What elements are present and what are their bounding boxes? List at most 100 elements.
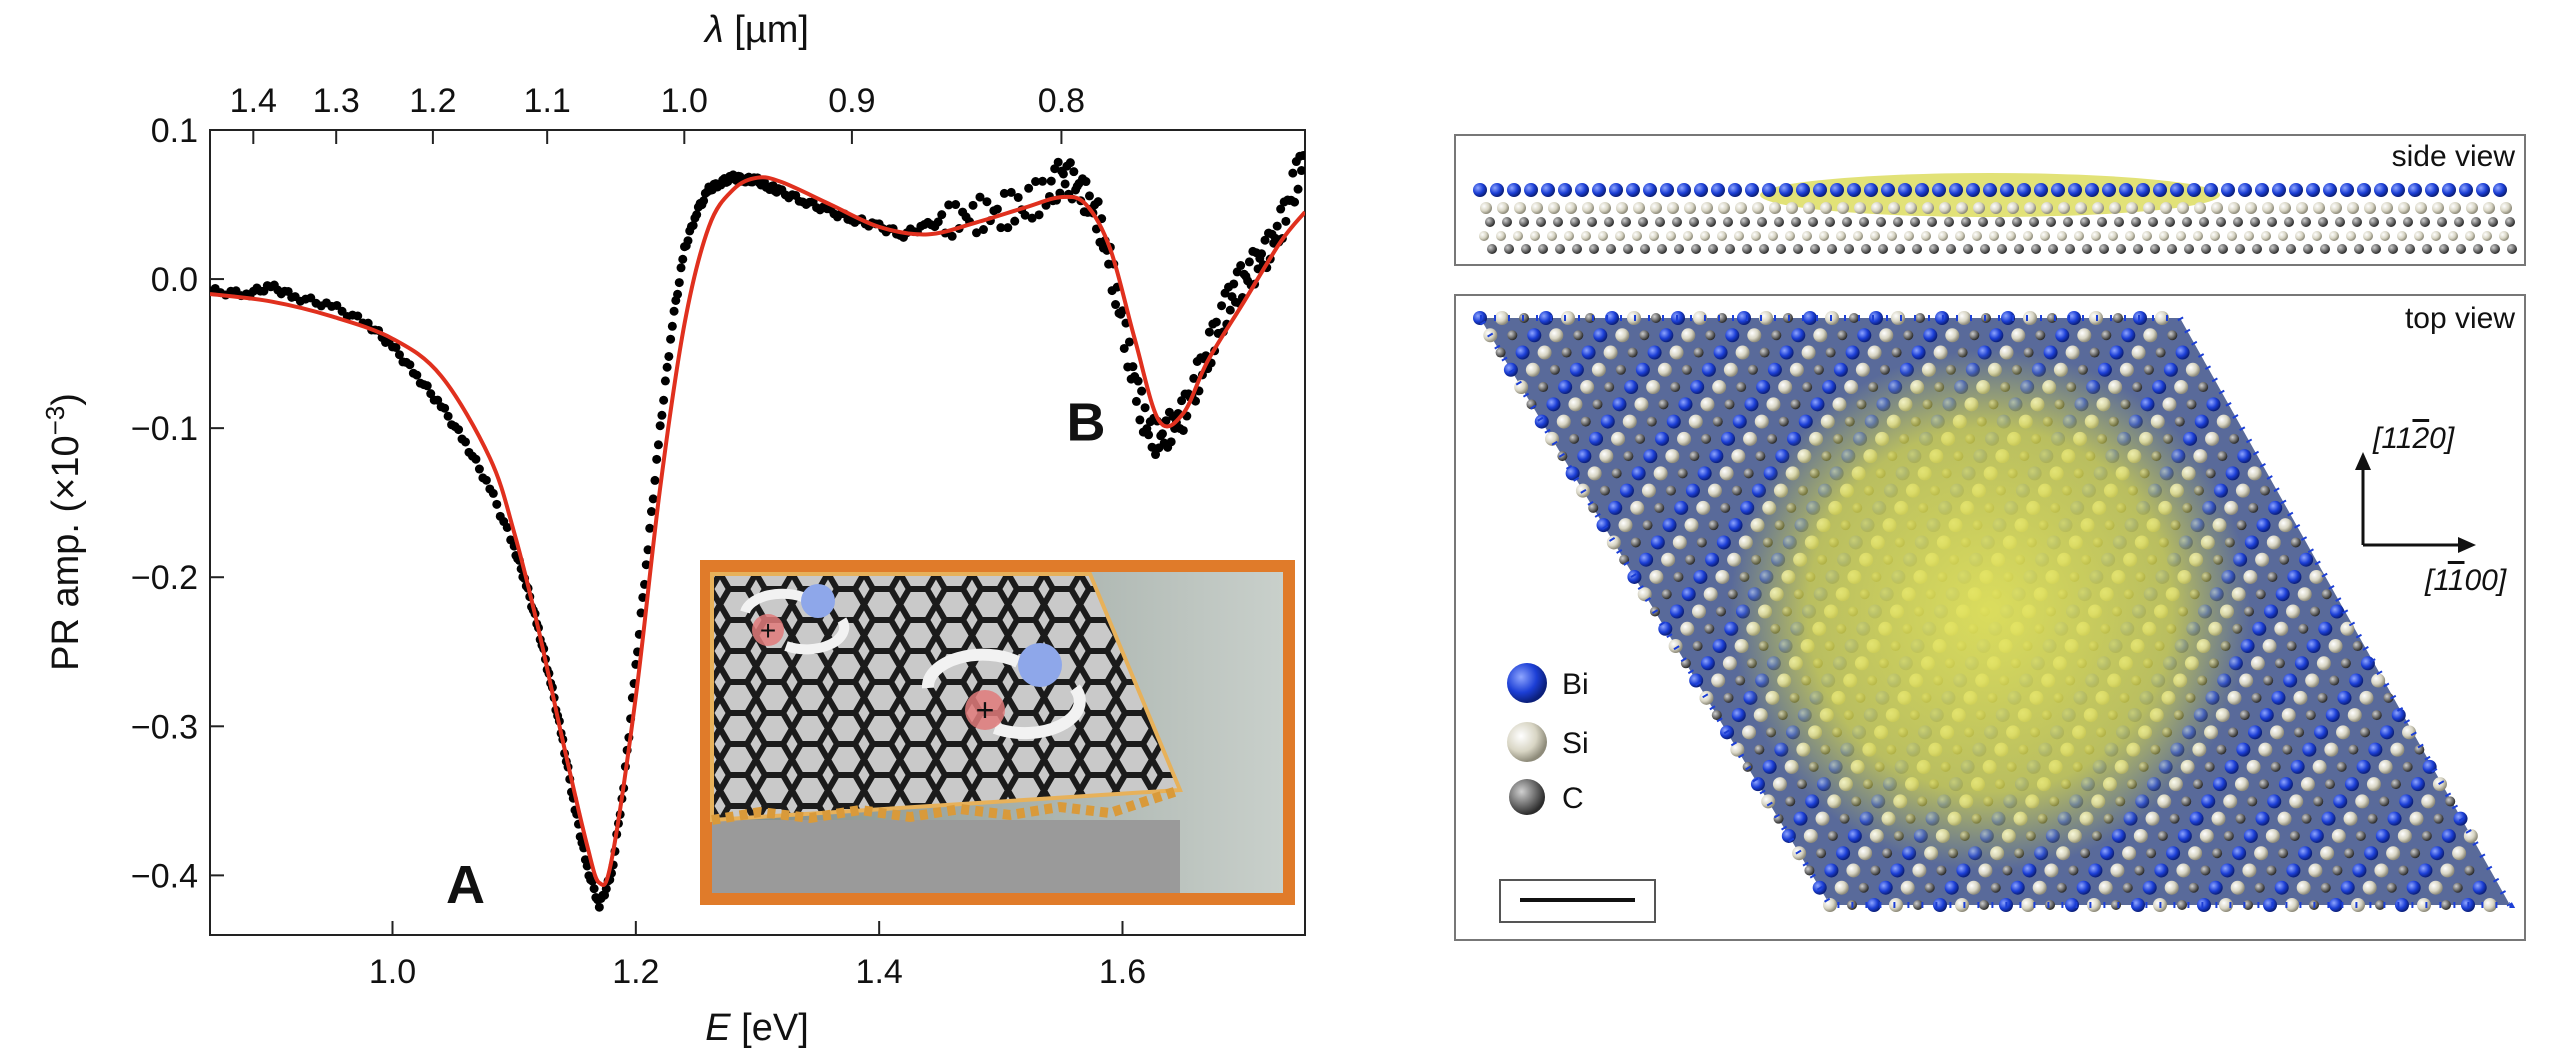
bi-atom	[2318, 621, 2333, 636]
c-atom	[2111, 900, 2121, 910]
si-atom	[2296, 202, 2308, 214]
top-tick-label: 1.1	[524, 82, 571, 120]
bi-atom	[2374, 183, 2388, 197]
bi-atom	[1490, 183, 1504, 197]
data-point	[1124, 337, 1134, 347]
bi-atom	[2204, 183, 2218, 197]
bi-atom	[2302, 742, 2317, 757]
c-atom	[2165, 217, 2175, 227]
bi-atom	[2206, 397, 2221, 412]
data-point	[1244, 257, 1254, 267]
si-atom	[2174, 380, 2189, 395]
si-atom	[2261, 231, 2271, 241]
c-atom	[2188, 882, 2199, 893]
si-atom	[2414, 231, 2424, 241]
bi-atom	[1878, 880, 1893, 895]
bi-atom	[1609, 183, 1623, 197]
bi-atom	[1728, 518, 1743, 533]
c-atom	[2035, 330, 2046, 341]
si-atom	[1854, 202, 1866, 214]
si-atom	[2483, 202, 2495, 214]
c-atom	[2301, 217, 2311, 227]
bi-atom	[1596, 518, 1611, 533]
si-atom	[2286, 604, 2300, 619]
top-tick-label: 1.4	[230, 82, 277, 120]
data-point	[652, 454, 662, 464]
bi-atom	[1569, 362, 1584, 377]
si-atom	[2223, 794, 2238, 809]
si-atom	[1479, 231, 1489, 241]
peak-label-a: A	[446, 855, 485, 915]
bi-atom	[2391, 708, 2406, 723]
si-atom	[1649, 569, 1664, 584]
c-atom	[1674, 244, 1684, 254]
si-atom	[1525, 362, 1540, 377]
bi-atom	[2344, 777, 2359, 792]
si-atom	[2024, 202, 2036, 214]
si-atom	[2390, 742, 2405, 757]
si-atom	[2329, 231, 2339, 241]
si-atom	[1677, 431, 1692, 446]
c-atom	[1731, 485, 1742, 496]
data-point	[481, 475, 491, 485]
bi-atom	[2325, 708, 2340, 723]
c-atom	[1743, 468, 1754, 479]
bi-atom	[1762, 183, 1776, 197]
bi-atom	[2287, 569, 2302, 584]
bi-atom	[1697, 466, 1712, 481]
c-atom	[2204, 761, 2215, 772]
si-atom	[2176, 231, 2186, 241]
bi-atom	[2000, 183, 2014, 197]
c-atom	[2048, 244, 2058, 254]
si-atom	[2185, 362, 2200, 377]
bi-atom	[2152, 380, 2167, 395]
bi-atom	[2375, 828, 2390, 843]
c-atom	[2216, 744, 2227, 755]
c-atom	[2294, 727, 2305, 738]
data-point	[664, 351, 674, 361]
c-atom	[1711, 710, 1722, 721]
bi-atom	[1600, 414, 1615, 429]
si-atom	[1772, 777, 1787, 792]
bi-atom	[2267, 794, 2282, 809]
c-atom	[1849, 313, 1859, 323]
si-atom	[1711, 673, 1726, 688]
bi-atom	[2368, 742, 2383, 757]
si-atom	[1815, 811, 1830, 826]
si-legend-marker	[1507, 722, 1547, 762]
side-view-label: side view	[2392, 140, 2516, 173]
bi-atom	[1737, 311, 1751, 325]
si-atom	[1669, 345, 1684, 360]
si-atom	[2210, 231, 2220, 241]
c-atom	[2177, 900, 2187, 910]
c-atom	[2371, 244, 2381, 254]
c-atom	[1635, 433, 1646, 444]
bi-atom	[2472, 880, 2487, 895]
bi-atom	[2272, 183, 2286, 197]
data-point	[1157, 429, 1167, 439]
si-atom	[1834, 880, 1849, 895]
c-atom	[1665, 485, 1676, 496]
data-point	[678, 254, 688, 264]
c-atom	[1876, 217, 1886, 227]
bi-atom	[2131, 898, 2145, 912]
bi-atom	[1966, 183, 1980, 197]
si-atom	[1649, 231, 1659, 241]
c-atom	[1580, 416, 1591, 427]
si-atom	[2194, 202, 2206, 214]
bi-atom	[1681, 587, 1696, 602]
c-atom	[1538, 382, 1549, 393]
si-atom	[1718, 202, 1730, 214]
bi-atom	[2425, 183, 2439, 197]
si-atom	[1921, 231, 1931, 241]
bi-atom	[2299, 552, 2314, 567]
data-point	[655, 421, 665, 431]
bi-atom	[1713, 345, 1728, 360]
c-atom	[2344, 848, 2355, 859]
c-atom	[2313, 796, 2324, 807]
c-atom	[2379, 796, 2390, 807]
c-atom	[2318, 217, 2328, 227]
bi-atom	[2177, 828, 2192, 843]
si-atom	[2347, 708, 2362, 723]
data-point	[1290, 197, 1300, 207]
